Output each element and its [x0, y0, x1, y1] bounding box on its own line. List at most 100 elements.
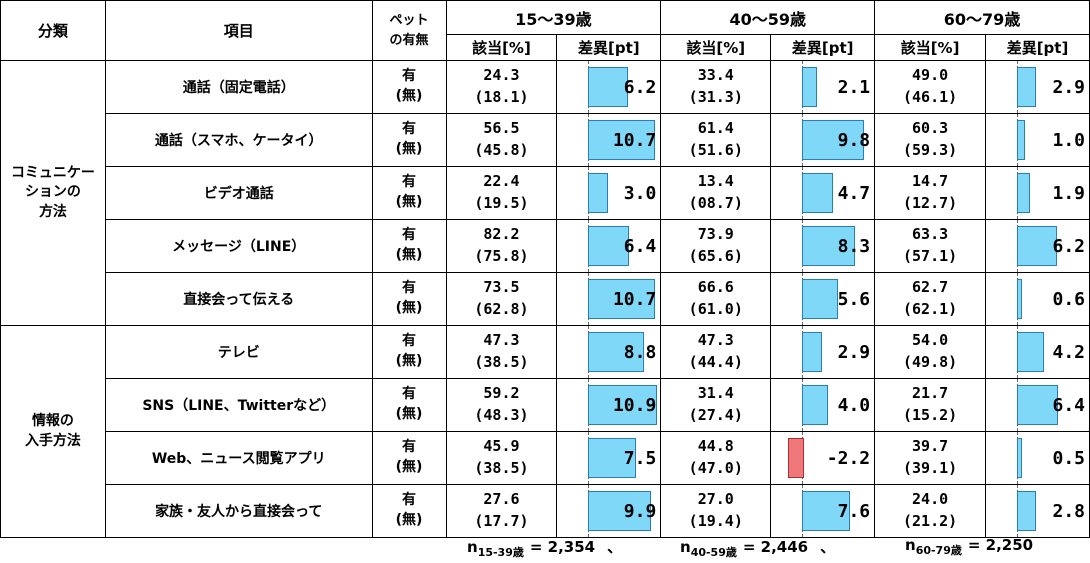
diff-cell: 2.9 [985, 60, 1090, 114]
pet-no-label: (無) [395, 406, 423, 422]
diff-bar [788, 438, 804, 478]
diff-bar [801, 67, 817, 107]
diff-value-label: 4.0 [837, 394, 871, 416]
header-diff-60-79: 差異[pt] [985, 34, 1090, 61]
diff-value-label: 10.7 [612, 129, 657, 151]
value-cell: 13.4 (08.7) [660, 166, 772, 220]
value-cell: 27.0 (19.4) [660, 484, 772, 538]
value-with-pet: 47.3 [697, 331, 734, 350]
diff-cell: 7.5 [556, 431, 662, 485]
value-without-pet: (19.4) [688, 512, 743, 530]
diff-bar-area: -2.2 [771, 432, 874, 484]
item-label: 通話（固定電話） [104, 60, 373, 114]
sample-size-group: 40-59歳 [690, 546, 737, 559]
value-without-pet: (65.6) [688, 247, 743, 265]
diff-cell: 9.9 [556, 484, 662, 538]
header-val-60-79: 該当[%] [874, 34, 987, 61]
diff-value-label: 6.4 [623, 235, 657, 257]
diff-value-label: 6.2 [1052, 235, 1085, 257]
value-without-pet: (45.8) [474, 141, 529, 159]
header-val-15-39: 該当[%] [445, 34, 558, 61]
diff-bar-area: 8.3 [771, 220, 874, 272]
value-without-pet: (31.3) [688, 88, 743, 106]
table-row: メッセージ（LINE） 有 (無) 82.2 (75.8) 6.4 73.9 (65.6) 8.… [1, 219, 1090, 273]
item-label: 家族・友人から直接会って [104, 484, 373, 538]
sample-size-value: = 2,354 [529, 538, 596, 556]
diff-bar-area: 10.7 [557, 114, 660, 166]
pet-no-label: (無) [395, 459, 423, 475]
pet-no-label: (無) [395, 88, 423, 104]
table-row: 直接会って伝える有 (無) 73.5 (62.8) 10.7 66.6 (61.0) 5.6 6… [1, 272, 1090, 326]
diff-bar [588, 120, 656, 160]
pet-cell: 有 (無) [371, 113, 447, 167]
value-with-pet: 82.2 [483, 225, 520, 244]
diff-bar-area: 8.8 [557, 326, 660, 378]
value-with-pet: 27.6 [483, 490, 520, 509]
sample-size-separator: 、 [820, 538, 836, 556]
value-cell: 14.7 (12.7) [874, 166, 987, 220]
pet-yes-label: 有 [402, 121, 417, 138]
diff-bar [588, 332, 644, 372]
value-cell: 27.6 (17.7) [445, 484, 558, 538]
diff-bar [801, 120, 864, 160]
value-with-pet: 61.4 [697, 119, 734, 138]
table-row: 通話（スマホ、ケータイ） 有 (無) 56.5 (45.8) 10.7 61.4 (51.6)… [1, 113, 1090, 167]
diff-bar-area: 7.5 [557, 432, 660, 484]
diff-bar [801, 226, 855, 266]
value-without-pet: (49.8) [902, 353, 958, 371]
diff-bar [1016, 120, 1025, 160]
sample-size-n: n [467, 538, 478, 556]
value-with-pet: 22.4 [483, 172, 520, 191]
diff-bar-area: 2.1 [771, 61, 874, 113]
sample-size-n: n [905, 536, 916, 554]
header-pet-line2: の有無 [389, 32, 429, 48]
value-without-pet: (59.3) [902, 141, 958, 159]
header-group-60-79: 60～79歳 [874, 0, 1090, 35]
diff-value-label: 6.4 [1052, 394, 1085, 416]
value-cell: 82.2 (75.8) [445, 219, 558, 273]
diff-cell: 9.8 [770, 113, 876, 167]
header-diff-15-39: 差異[pt] [556, 34, 662, 61]
category-label: ションの [24, 184, 81, 201]
value-without-pet: (12.7) [902, 194, 958, 212]
diff-bar-area: 4.7 [771, 167, 874, 219]
value-without-pet: (21.2) [902, 512, 958, 530]
diff-cell: 0.5 [985, 431, 1090, 485]
diff-value-label: -2.2 [826, 447, 871, 469]
diff-bar [801, 385, 829, 425]
value-without-pet: (75.8) [474, 247, 529, 265]
pet-cell: 有 (無) [371, 325, 447, 379]
value-without-pet: (61.0) [688, 300, 743, 318]
diff-bar [801, 491, 851, 531]
value-with-pet: 73.5 [483, 278, 520, 297]
diff-value-label: 6.2 [623, 76, 657, 98]
diff-cell: 0.6 [985, 272, 1090, 326]
item-label: Web、ニュース閲覧アプリ [104, 431, 373, 485]
header-item: 項目 [104, 0, 373, 61]
diff-value-label: 8.8 [623, 341, 657, 363]
diff-value-label: 9.9 [623, 500, 657, 522]
pet-no-label: (無) [395, 247, 423, 263]
value-cell: 62.7 (62.1) [874, 272, 987, 326]
header-group-15-39: 15～39歳 [445, 0, 662, 35]
diff-cell: 6.2 [556, 60, 662, 114]
diff-bar-area: 0.6 [986, 273, 1089, 325]
value-cell: 44.8 (47.0) [660, 431, 772, 485]
diff-bar-area: 9.8 [771, 114, 874, 166]
value-with-pet: 63.3 [912, 225, 949, 244]
value-without-pet: (17.7) [474, 512, 529, 530]
value-cell: 60.3 (59.3) [874, 113, 987, 167]
category-cell: 情報の 入手方法 [0, 325, 106, 538]
value-without-pet: (38.5) [474, 459, 529, 477]
diff-value-label: 10.9 [612, 394, 657, 416]
value-cell: 45.9 (38.5) [445, 431, 558, 485]
diff-value-label: 1.0 [1052, 129, 1085, 151]
value-cell: 61.4 (51.6) [660, 113, 772, 167]
diff-bar [1016, 491, 1036, 531]
sample-size-n: n [680, 538, 691, 556]
diff-bar-area: 6.4 [986, 379, 1089, 431]
diff-bar [801, 279, 839, 319]
header-val-40-59: 該当[%] [660, 34, 772, 61]
value-cell: 54.0 (49.8) [874, 325, 987, 379]
pet-cell: 有 (無) [371, 484, 447, 538]
